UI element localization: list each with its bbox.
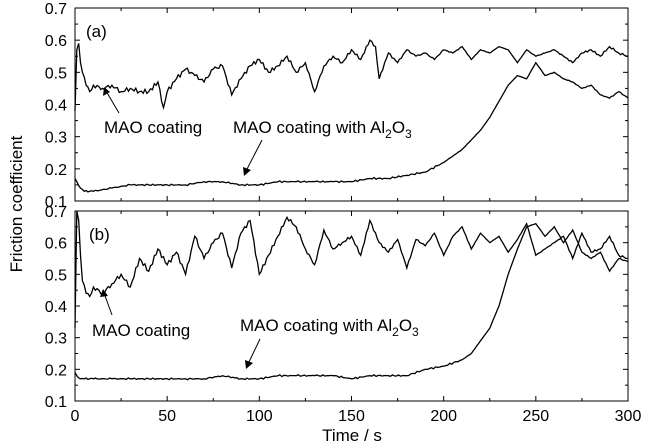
panel-a-series-mao-with-al2o3 [74,61,629,193]
y-tick-label: 0.2 [45,362,67,379]
panel-a-ticks [74,7,629,202]
panel-a-ann2-part1: MAO coating with Al [233,118,385,137]
panel-a-annotation-al2o3: MAO coating with Al2O3 [233,118,412,141]
y-tick-label: 0.6 [45,236,67,253]
x-axis-label: Time / s [322,426,382,445]
panel-b-frame [74,210,629,402]
y-tick-label: 0.4 [45,299,67,316]
panel-a-label: (a) [86,22,107,41]
panel-b-arrow-mao [103,292,113,316]
panel-b: 0.1 0.2 0.3 0.4 0.5 0.6 0.7 0 50 100 150 200 250 300… [45,204,642,445]
panel-b-series-mao-coating [74,210,629,329]
panel-a-arrowhead-mao [103,87,110,96]
panel-b-y-tick-labels: 0.1 0.2 0.3 0.4 0.5 0.6 0.7 [45,204,67,411]
y-tick-label: 0.1 [45,194,67,211]
x-tick-label: 200 [430,408,457,425]
panel-b-annotation-mao: MAO coating [92,321,190,340]
panel-a-ann2-sub1: 2 [385,127,392,141]
panel-a-arrow-mao [105,90,120,114]
panel-a-ann2-sub2: 3 [405,127,412,141]
panel-a: 0.1 0.2 0.3 0.4 0.5 0.6 0.7 (a) MAO coating MA… [45,1,629,211]
x-tick-label: 300 [615,408,642,425]
panel-b-arrowhead-al2o3 [245,360,253,369]
panel-a-series-mao-coating [74,39,629,111]
y-tick-label: 0.5 [45,65,67,82]
panel-b-annotation-al2o3: MAO coating with Al2O3 [240,316,419,339]
y-tick-label: 0.7 [45,204,67,221]
y-tick-label: 0.6 [45,33,67,50]
y-tick-label: 0.1 [45,394,67,411]
panel-b-series-mao-with-al2o3 [74,222,629,381]
panel-b-arrow-al2o3 [247,338,261,365]
x-tick-label: 50 [158,408,176,425]
y-tick-label: 0.7 [45,1,67,18]
panel-b-ann2-sub1: 2 [392,325,399,339]
y-axis-label: Friction coefficient [7,135,26,272]
x-tick-label: 100 [246,408,273,425]
panel-a-frame [74,7,629,202]
y-tick-label: 0.3 [45,331,67,348]
y-tick-label: 0.5 [45,267,67,284]
panel-a-ann2-part2: O [392,118,405,137]
x-tick-label: 0 [71,408,80,425]
x-tick-label: 150 [338,408,365,425]
panel-b-ann2-part2: O [399,316,412,335]
panel-a-arrowhead-al2o3 [243,167,251,176]
panel-a-arrow-al2o3 [245,139,263,172]
panel-b-ticks [74,210,629,402]
y-tick-label: 0.2 [45,162,67,179]
panel-b-x-tick-labels: 0 50 100 150 200 250 300 [71,408,642,425]
panel-a-y-tick-labels: 0.1 0.2 0.3 0.4 0.5 0.6 0.7 [45,1,67,211]
panel-b-label: (b) [89,225,110,244]
x-tick-label: 250 [522,408,549,425]
panel-b-ann2-part1: MAO coating with Al [240,316,392,335]
panel-b-ann2-sub2: 3 [412,325,419,339]
y-tick-label: 0.3 [45,130,67,147]
y-tick-label: 0.4 [45,98,67,115]
panel-b-arrowhead-mao [100,289,108,297]
panel-a-annotation-mao: MAO coating [104,118,202,137]
